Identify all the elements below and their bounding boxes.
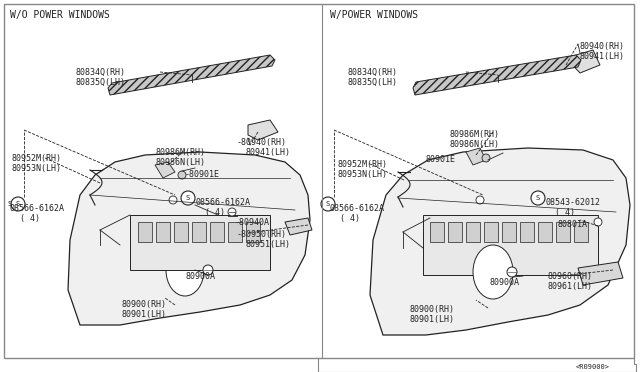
Text: 80901(LH): 80901(LH) <box>122 310 167 319</box>
Circle shape <box>178 171 186 179</box>
Polygon shape <box>108 55 275 95</box>
Bar <box>130 215 270 270</box>
Circle shape <box>482 154 490 162</box>
Text: -80950(RH): -80950(RH) <box>237 230 287 239</box>
Polygon shape <box>68 152 310 325</box>
Bar <box>448 222 462 242</box>
Bar <box>556 222 570 242</box>
Bar <box>156 222 170 242</box>
Text: ( 4): ( 4) <box>555 208 575 217</box>
Circle shape <box>476 196 484 204</box>
Text: S: S <box>186 195 190 201</box>
Text: 80834Q(RH): 80834Q(RH) <box>348 68 398 77</box>
Text: ( 4): ( 4) <box>20 214 40 223</box>
Circle shape <box>507 267 517 277</box>
Text: 80953N(LH): 80953N(LH) <box>12 164 62 173</box>
Text: 80941(LH): 80941(LH) <box>580 52 625 61</box>
Circle shape <box>228 208 236 216</box>
Bar <box>246 222 260 242</box>
Text: 80960(RH): 80960(RH) <box>548 272 593 281</box>
Text: 80951(LH): 80951(LH) <box>246 240 291 249</box>
Text: 80835Q(LH): 80835Q(LH) <box>348 78 398 87</box>
Text: 80986N(LH): 80986N(LH) <box>155 158 205 167</box>
Text: 80901E: 80901E <box>425 155 455 164</box>
Text: 80940(RH): 80940(RH) <box>580 42 625 51</box>
Text: -80940(RH): -80940(RH) <box>237 138 287 147</box>
Text: 08566-6162A: 08566-6162A <box>10 204 65 213</box>
Text: W/POWER WINDOWS: W/POWER WINDOWS <box>330 10 418 20</box>
Polygon shape <box>466 148 486 165</box>
Circle shape <box>594 218 602 226</box>
Text: 08566-6162A: 08566-6162A <box>330 204 385 213</box>
Circle shape <box>531 191 545 205</box>
Text: 80961(LH): 80961(LH) <box>548 282 593 291</box>
Bar <box>484 222 498 242</box>
Bar <box>174 222 188 242</box>
Text: 80986M(RH): 80986M(RH) <box>450 130 500 139</box>
Polygon shape <box>578 262 623 285</box>
Text: 80900A: 80900A <box>185 272 215 281</box>
Text: -80940A: -80940A <box>235 218 270 227</box>
Text: S: S <box>326 201 330 207</box>
Text: <R09000>: <R09000> <box>576 364 610 370</box>
Bar <box>138 222 152 242</box>
Polygon shape <box>285 218 312 235</box>
Bar <box>423 215 598 275</box>
Polygon shape <box>370 148 630 335</box>
Circle shape <box>169 196 177 204</box>
Bar <box>502 222 516 242</box>
Text: 80952M(RH): 80952M(RH) <box>12 154 62 163</box>
Text: 80834Q(RH): 80834Q(RH) <box>75 68 125 77</box>
Bar <box>210 222 224 242</box>
Ellipse shape <box>166 244 204 296</box>
Text: 80900(RH): 80900(RH) <box>122 300 167 309</box>
Text: 80952M(RH): 80952M(RH) <box>337 160 387 169</box>
Bar <box>430 222 444 242</box>
Bar <box>228 222 242 242</box>
Text: W/O POWER WINDOWS: W/O POWER WINDOWS <box>10 10 110 20</box>
Circle shape <box>203 265 213 275</box>
Text: S: S <box>16 201 20 207</box>
Bar <box>192 222 206 242</box>
Text: 80941(LH): 80941(LH) <box>246 148 291 157</box>
Text: ( 4): ( 4) <box>340 214 360 223</box>
Text: S: S <box>536 195 540 201</box>
Text: 80835Q(LH): 80835Q(LH) <box>75 78 125 87</box>
Ellipse shape <box>473 245 513 299</box>
Text: 80901(LH): 80901(LH) <box>410 315 455 324</box>
Text: 80986M(RH): 80986M(RH) <box>155 148 205 157</box>
Text: 80986N(LH): 80986N(LH) <box>450 140 500 149</box>
Text: ( 4): ( 4) <box>205 208 225 217</box>
Text: 08543-62012: 08543-62012 <box>545 198 600 207</box>
Circle shape <box>11 197 25 211</box>
Bar <box>520 222 534 242</box>
Bar <box>538 222 552 242</box>
Polygon shape <box>566 50 600 73</box>
Polygon shape <box>155 162 175 178</box>
Text: 80801A: 80801A <box>558 220 588 229</box>
Text: 80953N(LH): 80953N(LH) <box>337 170 387 179</box>
Bar <box>574 222 588 242</box>
Circle shape <box>321 197 335 211</box>
Text: 80900(RH): 80900(RH) <box>410 305 455 314</box>
Polygon shape <box>248 120 278 140</box>
Circle shape <box>181 191 195 205</box>
Bar <box>466 222 480 242</box>
Text: 80900A: 80900A <box>490 278 520 287</box>
Polygon shape <box>413 55 581 95</box>
Text: -80901E: -80901E <box>185 170 220 179</box>
Text: 08566-6162A: 08566-6162A <box>195 198 250 207</box>
Text: S: S <box>8 201 12 207</box>
